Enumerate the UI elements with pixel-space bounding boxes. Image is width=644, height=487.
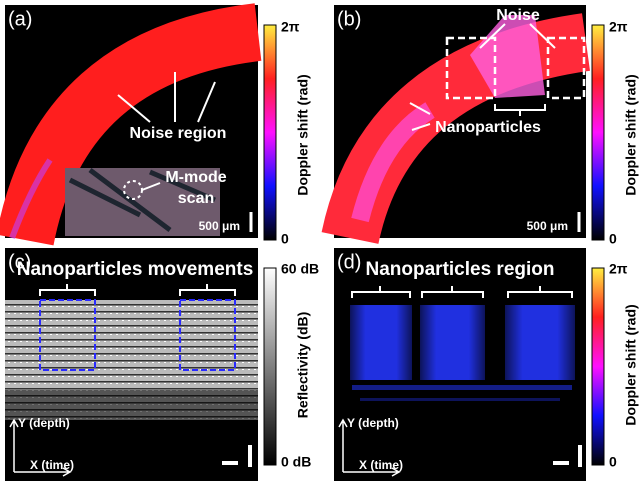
colorbar-bottom: 0 [609, 231, 617, 247]
colorbar-top: 60 dB [281, 261, 319, 277]
colorbar [592, 268, 604, 465]
scale-bar-label: 500 μm [199, 219, 240, 233]
colorbar-title: Doppler shift (rad) [295, 74, 311, 195]
axis-label: X (time) [30, 458, 74, 472]
colorbar [264, 25, 276, 240]
colorbar [264, 268, 276, 465]
annotation: scan [178, 190, 214, 207]
colorbar [592, 25, 604, 240]
annotation: Noise region [130, 125, 227, 142]
axis-label: Y (depth) [18, 416, 70, 430]
panel-a: (a) Noise region M-mode scan 500 μm 2π 0… [5, 5, 311, 247]
axis-label: X (time) [359, 458, 403, 472]
panel-b: (b) Noise Nanoparticles 500 μm 2π 0 Dopp… [334, 5, 639, 247]
colorbar-top: 2π [281, 19, 300, 35]
panel-label: (d) [337, 251, 361, 273]
annotation: Nanoparticles movements [17, 259, 254, 280]
colorbar-bottom: 0 [609, 454, 617, 470]
annotation: M-mode [165, 169, 226, 186]
region-shading [350, 305, 575, 380]
panel-c: (c) Nanoparticles movements Y (depth) X … [5, 248, 319, 481]
scale-bar-label: 500 μm [527, 219, 568, 233]
colorbar-title: Doppler shift (rad) [623, 74, 639, 195]
colorbar-top: 2π [609, 261, 628, 277]
annotation: Noise [496, 7, 540, 24]
panel-d: (d) Nanoparticles region Y (depth) X (ti… [334, 248, 639, 481]
colorbar-title: Reflectivity (dB) [295, 312, 311, 419]
colorbar-bottom: 0 [281, 231, 289, 247]
annotation: Nanoparticles region [366, 259, 555, 280]
panel-label: (b) [337, 8, 361, 30]
annotation: Nanoparticles [435, 119, 541, 136]
colorbar-top: 2π [609, 19, 628, 35]
oct-band [5, 300, 258, 390]
axis-label: Y (depth) [347, 416, 399, 430]
panel-label: (a) [8, 8, 32, 30]
colorbar-title: Doppler shift (rad) [623, 304, 639, 425]
colorbar-bottom: 0 dB [281, 454, 311, 470]
figure: (a) Noise region M-mode scan 500 μm 2π 0… [0, 0, 644, 487]
